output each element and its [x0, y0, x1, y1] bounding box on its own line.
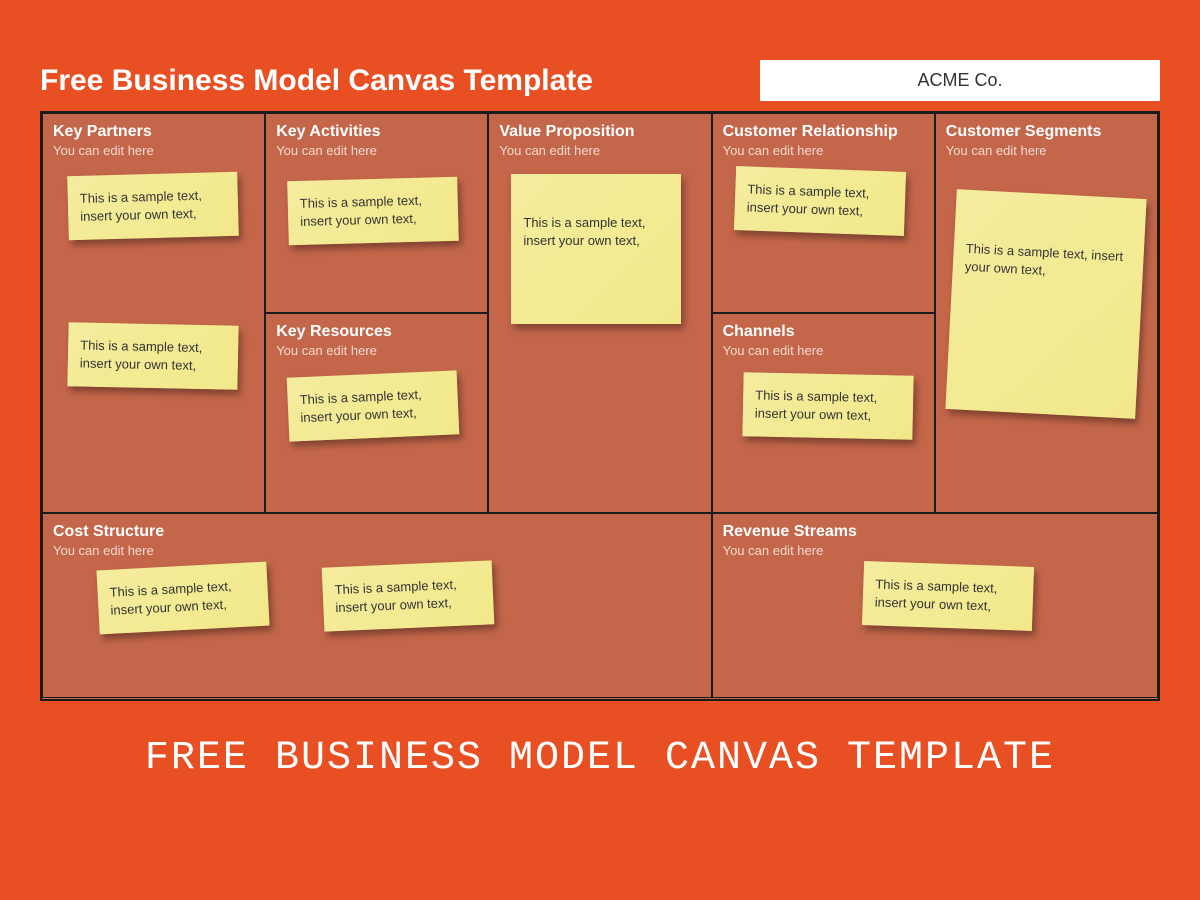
- cell-title: Key Resources: [276, 322, 477, 341]
- cell-revenue-streams[interactable]: Revenue Streams You can edit here This i…: [712, 513, 1158, 698]
- sticky-note[interactable]: This is a sample text, insert your own t…: [67, 322, 238, 390]
- header-row: Free Business Model Canvas Template ACME…: [40, 60, 1160, 101]
- sticky-note[interactable]: This is a sample text, insert your own t…: [67, 172, 239, 241]
- sticky-note[interactable]: This is a sample text, insert your own t…: [322, 560, 495, 632]
- footer-title: FREE BUSINESS MODEL CANVAS TEMPLATE: [40, 736, 1160, 781]
- cell-subtitle: You can edit here: [53, 543, 701, 558]
- sticky-note[interactable]: This is a sample text, insert your own t…: [511, 174, 681, 324]
- cell-subtitle: You can edit here: [723, 543, 1147, 558]
- cell-key-activities[interactable]: Key Activities You can edit here This is…: [265, 113, 488, 313]
- sticky-note[interactable]: This is a sample text, insert your own t…: [287, 177, 459, 246]
- cell-channels[interactable]: Channels You can edit here This is a sam…: [712, 313, 935, 513]
- sticky-note[interactable]: This is a sample text, insert your own t…: [734, 166, 906, 236]
- cell-title: Customer Segments: [946, 122, 1147, 141]
- page-title: Free Business Model Canvas Template: [40, 64, 593, 98]
- sticky-note[interactable]: This is a sample text, insert your own t…: [287, 370, 460, 442]
- cell-key-resources[interactable]: Key Resources You can edit here This is …: [265, 313, 488, 513]
- cell-title: Revenue Streams: [723, 522, 1147, 541]
- cell-customer-relationship[interactable]: Customer Relationship You can edit here …: [712, 113, 935, 313]
- cell-cost-structure[interactable]: Cost Structure You can edit here This is…: [42, 513, 712, 698]
- cell-title: Channels: [723, 322, 924, 341]
- cell-title: Key Activities: [276, 122, 477, 141]
- cell-title: Key Partners: [53, 122, 254, 141]
- sticky-note[interactable]: This is a sample text, insert your own t…: [742, 372, 913, 440]
- company-name-box[interactable]: ACME Co.: [760, 60, 1160, 101]
- cell-subtitle: You can edit here: [276, 143, 477, 158]
- cell-subtitle: You can edit here: [499, 143, 700, 158]
- sticky-note[interactable]: This is a sample text, insert your own t…: [862, 561, 1034, 631]
- cell-title: Cost Structure: [53, 522, 701, 541]
- cell-subtitle: You can edit here: [723, 143, 924, 158]
- cell-title: Customer Relationship: [723, 122, 924, 141]
- cell-subtitle: You can edit here: [723, 343, 924, 358]
- cell-subtitle: You can edit here: [276, 343, 477, 358]
- cell-key-partners[interactable]: Key Partners You can edit here This is a…: [42, 113, 265, 513]
- business-model-canvas: Key Partners You can edit here This is a…: [40, 111, 1160, 701]
- cell-value-proposition[interactable]: Value Proposition You can edit here This…: [488, 113, 711, 513]
- sticky-note[interactable]: This is a sample text, insert your own t…: [945, 189, 1146, 419]
- sticky-note[interactable]: This is a sample text, insert your own t…: [96, 562, 269, 635]
- cell-subtitle: You can edit here: [53, 143, 254, 158]
- cell-customer-segments[interactable]: Customer Segments You can edit here This…: [935, 113, 1158, 513]
- cell-subtitle: You can edit here: [946, 143, 1147, 158]
- cell-title: Value Proposition: [499, 122, 700, 141]
